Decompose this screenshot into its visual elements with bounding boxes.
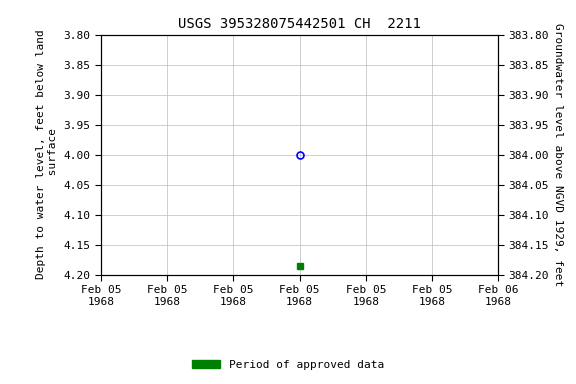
Legend: Period of approved data: Period of approved data bbox=[188, 356, 388, 375]
Title: USGS 395328075442501 CH  2211: USGS 395328075442501 CH 2211 bbox=[178, 17, 421, 31]
Y-axis label: Groundwater level above NGVD 1929, feet: Groundwater level above NGVD 1929, feet bbox=[553, 23, 563, 286]
Y-axis label: Depth to water level, feet below land
 surface: Depth to water level, feet below land su… bbox=[36, 30, 58, 280]
